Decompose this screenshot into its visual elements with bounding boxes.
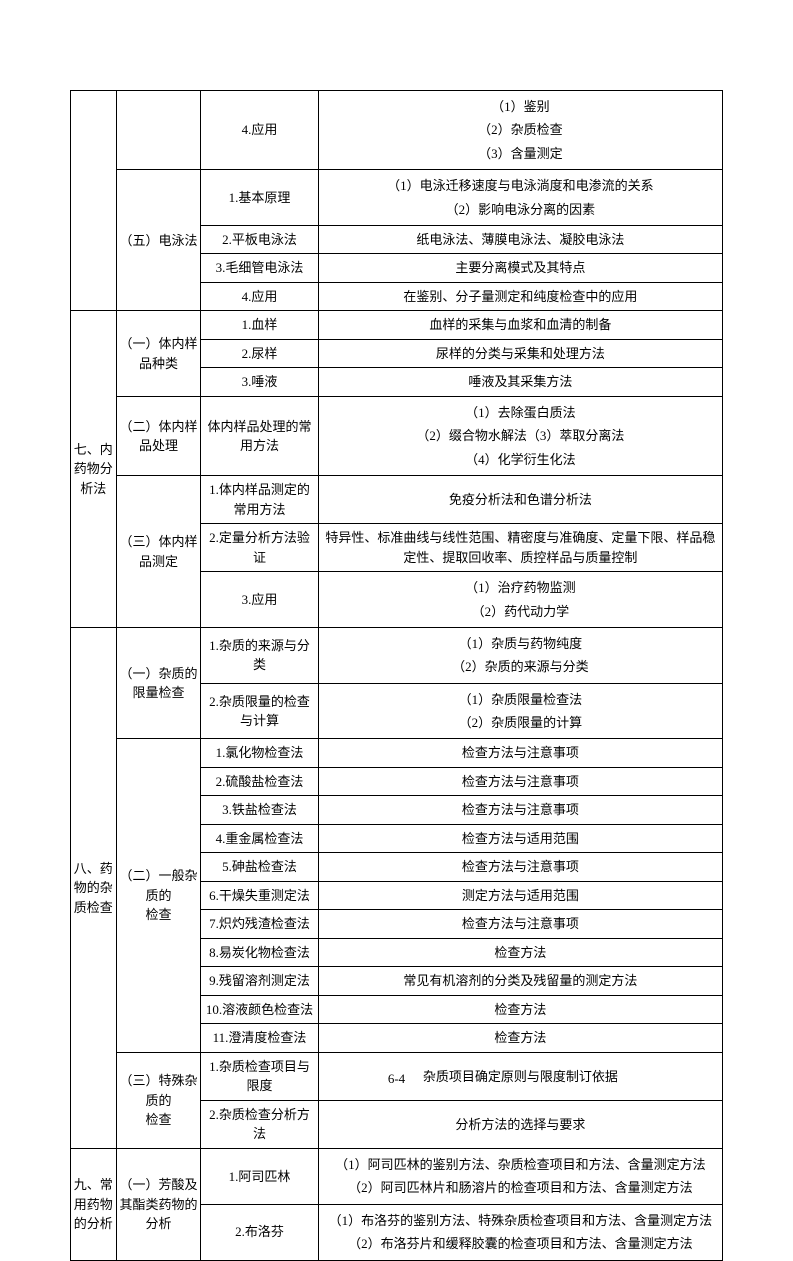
topic-cell: 1.体内样品测定的常用方法 bbox=[201, 476, 318, 524]
topic-cell: 1.氯化物检查法 bbox=[201, 739, 318, 768]
content-cell: 分析方法的选择与要求 bbox=[318, 1100, 722, 1148]
content-cell: （1）去除蛋白质法（2）缀合物水解法（3）萃取分离法（4）化学衍生化法 bbox=[318, 396, 722, 475]
subsection-cell: （五）电泳法 bbox=[116, 170, 201, 311]
content-cell: 检查方法与注意事项 bbox=[318, 853, 722, 882]
topic-cell: 3.毛细管电泳法 bbox=[201, 254, 318, 283]
content-cell: 检查方法 bbox=[318, 1024, 722, 1053]
topic-cell: 2.尿样 bbox=[201, 339, 318, 368]
topic-cell: 2.定量分析方法验证 bbox=[201, 524, 318, 572]
content-cell: 尿样的分类与采集和处理方法 bbox=[318, 339, 722, 368]
subsection-cell-continuation bbox=[116, 91, 201, 170]
topic-cell: 8.易炭化物检查法 bbox=[201, 938, 318, 967]
topic-cell: 7.炽灼残渣检查法 bbox=[201, 910, 318, 939]
page-number: 6-4 bbox=[0, 1071, 793, 1087]
content-cell: 检查方法与适用范围 bbox=[318, 824, 722, 853]
content-cell: （1）治疗药物监测（2）药代动力学 bbox=[318, 572, 722, 628]
section-cell: 七、内药物分析法 bbox=[71, 311, 117, 627]
section-cell-continuation bbox=[71, 91, 117, 311]
topic-cell: 1.血样 bbox=[201, 311, 318, 340]
topic-cell: 1.基本原理 bbox=[201, 170, 318, 226]
topic-cell: 3.铁盐检查法 bbox=[201, 796, 318, 825]
table-row: （二）一般杂质的检查1.氯化物检查法检查方法与注意事项 bbox=[71, 739, 723, 768]
content-cell: 检查方法与注意事项 bbox=[318, 739, 722, 768]
content-cell: （1）鉴别（2）杂质检查（3）含量测定 bbox=[318, 91, 722, 170]
content-cell: （1）杂质限量检查法（2）杂质限量的计算 bbox=[318, 683, 722, 739]
subsection-cell: （二）一般杂质的检查 bbox=[116, 739, 201, 1053]
topic-cell: 3.应用 bbox=[201, 572, 318, 628]
topic-cell: 3.唾液 bbox=[201, 368, 318, 397]
content-cell: （1）电泳迁移速度与电泳淌度和电渗流的关系（2）影响电泳分离的因素 bbox=[318, 170, 722, 226]
content-cell: 检查方法 bbox=[318, 995, 722, 1024]
content-cell: 主要分离模式及其特点 bbox=[318, 254, 722, 283]
topic-cell: 10.溶液颜色检查法 bbox=[201, 995, 318, 1024]
topic-cell: 4.重金属检查法 bbox=[201, 824, 318, 853]
topic-cell: 6.干燥失重测定法 bbox=[201, 881, 318, 910]
table-row: 七、内药物分析法（一）体内样品种类1.血样血样的采集与血浆和血清的制备 bbox=[71, 311, 723, 340]
content-cell: 在鉴别、分子量测定和纯度检查中的应用 bbox=[318, 282, 722, 311]
table-row: 八、药物的杂质检查（一）杂质的限量检查1.杂质的来源与分类（1）杂质与药物纯度（… bbox=[71, 627, 723, 683]
content-cell: 唾液及其采集方法 bbox=[318, 368, 722, 397]
topic-cell: 2.杂质检查分析方法 bbox=[201, 1100, 318, 1148]
subsection-cell: （一）杂质的限量检查 bbox=[116, 627, 201, 739]
content-cell: 检查方法 bbox=[318, 938, 722, 967]
topic-cell: 2.硫酸盐检查法 bbox=[201, 767, 318, 796]
topic-cell: 2.平板电泳法 bbox=[201, 225, 318, 254]
topic-cell: 5.砷盐检查法 bbox=[201, 853, 318, 882]
topic-cell: 1.阿司匹林 bbox=[201, 1148, 318, 1204]
subsection-cell: （一）芳酸及其酯类药物的分析 bbox=[116, 1148, 201, 1260]
subsection-cell: （三）特殊杂质的检查 bbox=[116, 1052, 201, 1148]
content-cell: 检查方法与注意事项 bbox=[318, 910, 722, 939]
content-cell: 特异性、标准曲线与线性范围、精密度与准确度、定量下限、样品稳定性、提取回收率、质… bbox=[318, 524, 722, 572]
content-cell: 血样的采集与血浆和血清的制备 bbox=[318, 311, 722, 340]
table-row: （三）体内样品测定1.体内样品测定的常用方法免疫分析法和色谱分析法 bbox=[71, 476, 723, 524]
topic-cell: 2.布洛芬 bbox=[201, 1204, 318, 1260]
table-row: （五）电泳法1.基本原理（1）电泳迁移速度与电泳淌度和电渗流的关系（2）影响电泳… bbox=[71, 170, 723, 226]
topic-cell: 9.残留溶剂测定法 bbox=[201, 967, 318, 996]
table-row: （二）体内样品处理体内样品处理的常用方法（1）去除蛋白质法（2）缀合物水解法（3… bbox=[71, 396, 723, 475]
content-cell: （1）阿司匹林的鉴别方法、杂质检查项目和方法、含量测定方法（2）阿司匹林片和肠溶… bbox=[318, 1148, 722, 1204]
content-cell: （1）杂质与药物纯度（2）杂质的来源与分类 bbox=[318, 627, 722, 683]
topic-cell: 1.杂质的来源与分类 bbox=[201, 627, 318, 683]
content-cell: 纸电泳法、薄膜电泳法、凝胶电泳法 bbox=[318, 225, 722, 254]
content-cell: 测定方法与适用范围 bbox=[318, 881, 722, 910]
table-row: 九、常用药物的分析（一）芳酸及其酯类药物的分析1.阿司匹林（1）阿司匹林的鉴别方… bbox=[71, 1148, 723, 1204]
topic-cell: 体内样品处理的常用方法 bbox=[201, 396, 318, 475]
content-cell: 常见有机溶剂的分类及残留量的测定方法 bbox=[318, 967, 722, 996]
topic-cell: 4.应用 bbox=[201, 91, 318, 170]
topic-cell: 4.应用 bbox=[201, 282, 318, 311]
topic-cell: 2.杂质限量的检查与计算 bbox=[201, 683, 318, 739]
subsection-cell: （二）体内样品处理 bbox=[116, 396, 201, 475]
table-row: 4.应用（1）鉴别（2）杂质检查（3）含量测定 bbox=[71, 91, 723, 170]
content-cell: 免疫分析法和色谱分析法 bbox=[318, 476, 722, 524]
subsection-cell: （一）体内样品种类 bbox=[116, 311, 201, 397]
topic-cell: 11.澄清度检查法 bbox=[201, 1024, 318, 1053]
subsection-cell: （三）体内样品测定 bbox=[116, 476, 201, 628]
content-cell: 检查方法与注意事项 bbox=[318, 796, 722, 825]
section-cell: 九、常用药物的分析 bbox=[71, 1148, 117, 1260]
content-cell: 检查方法与注意事项 bbox=[318, 767, 722, 796]
content-cell: （1）布洛芬的鉴别方法、特殊杂质检查项目和方法、含量测定方法（2）布洛芬片和缓释… bbox=[318, 1204, 722, 1260]
